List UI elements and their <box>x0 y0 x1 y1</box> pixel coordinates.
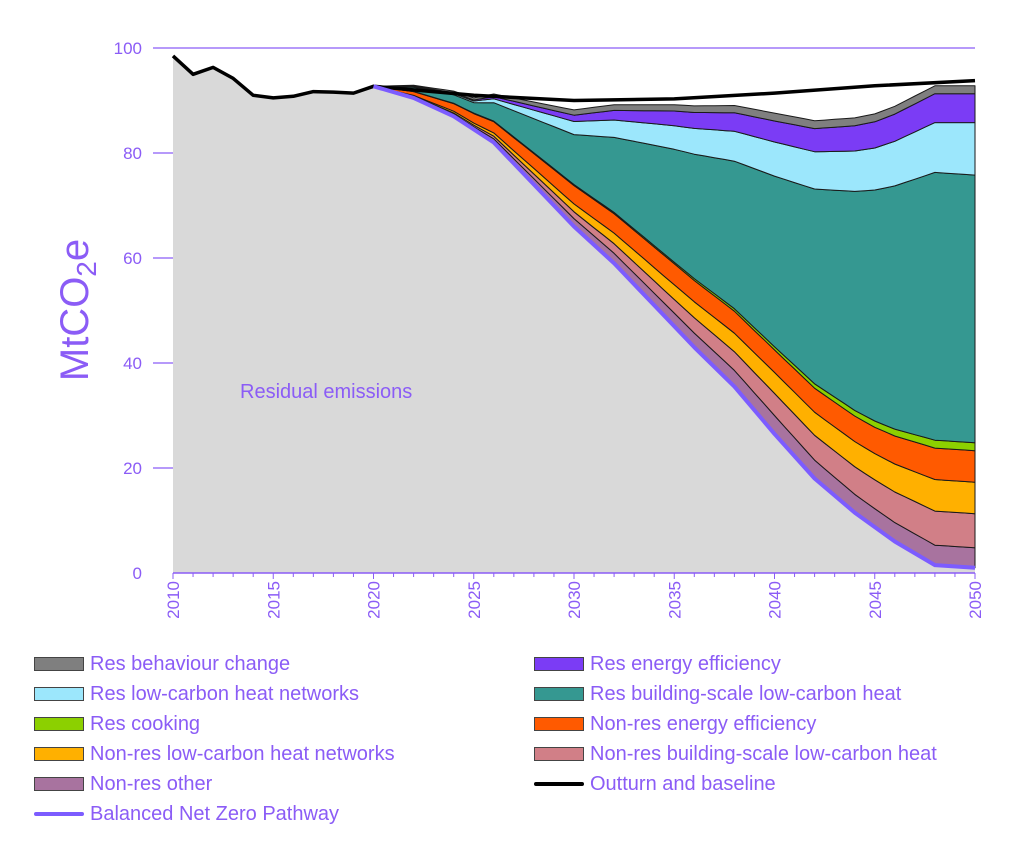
legend-item: Outturn and baseline <box>534 770 776 798</box>
legend-color-swatch <box>34 657 84 671</box>
legend-item: Non-res building-scale low-carbon heat <box>534 740 937 768</box>
legend-item: Res low-carbon heat networks <box>34 680 359 708</box>
legend-color-swatch <box>534 687 584 701</box>
y-tick-label: 0 <box>133 564 142 583</box>
legend-label: Non-res other <box>90 772 213 795</box>
legend-item: Res energy efficiency <box>534 650 781 678</box>
legend-label: Res building-scale low-carbon heat <box>590 682 902 705</box>
legend-color-swatch <box>34 687 84 701</box>
stacked-areas <box>173 55 976 573</box>
net-zero-pathway-line <box>372 84 976 570</box>
legend-label: Outturn and baseline <box>590 772 776 795</box>
legend-label: Balanced Net Zero Pathway <box>90 802 340 825</box>
x-tick-label: 2020 <box>365 581 384 619</box>
legend-item: Balanced Net Zero Pathway <box>34 800 339 828</box>
y-tick-label: 20 <box>123 459 142 478</box>
legend-label: Non-res energy efficiency <box>590 712 817 735</box>
legend-item: Non-res low-carbon heat networks <box>34 740 395 768</box>
legend-color-swatch <box>534 747 584 761</box>
legend-line-swatch <box>34 812 84 816</box>
legend-item: Res cooking <box>34 710 200 738</box>
x-tick-label: 2050 <box>966 581 985 619</box>
x-tick-label: 2040 <box>766 581 785 619</box>
legend-color-swatch <box>534 657 584 671</box>
legend-label: Res energy efficiency <box>590 652 781 675</box>
series-lines <box>171 54 976 570</box>
legend-color-swatch <box>34 747 84 761</box>
x-tick-label: 2035 <box>665 581 684 619</box>
legend-color-swatch <box>34 717 84 731</box>
x-tick-label: 2010 <box>164 581 183 619</box>
legend-label: Res low-carbon heat networks <box>90 682 360 705</box>
legend-item: Res building-scale low-carbon heat <box>534 680 901 708</box>
legend-item: Non-res other <box>34 770 212 798</box>
legend-label: Non-res building-scale low-carbon heat <box>590 742 937 765</box>
legend-label: Res cooking <box>90 712 201 735</box>
y-tick-label: 40 <box>123 354 142 373</box>
x-tick-label: 2015 <box>264 581 283 619</box>
y-tick-label: 60 <box>123 249 142 268</box>
area-res-behaviour-change <box>373 84 976 130</box>
x-tick-label: 2030 <box>565 581 584 619</box>
legend-item: Non-res energy efficiency <box>534 710 816 738</box>
residual-emissions-area <box>173 55 975 573</box>
x-tick-label: 2025 <box>465 581 484 619</box>
legend-label: Res behaviour change <box>90 652 291 675</box>
outturn-baseline-line <box>171 54 976 103</box>
y-tick-label: 100 <box>114 39 142 58</box>
legend-label: Non-res low-carbon heat networks <box>90 742 395 765</box>
legend-item: Res behaviour change <box>34 650 290 678</box>
residual-emissions-label: Residual emissions <box>240 381 412 403</box>
y-tick-label: 80 <box>123 144 142 163</box>
x-tick-label: 2045 <box>866 581 885 619</box>
legend-color-swatch <box>34 777 84 791</box>
legend-line-swatch <box>534 782 584 786</box>
legend-color-swatch <box>534 717 584 731</box>
y-axis-label: MtCO2e <box>53 239 102 381</box>
